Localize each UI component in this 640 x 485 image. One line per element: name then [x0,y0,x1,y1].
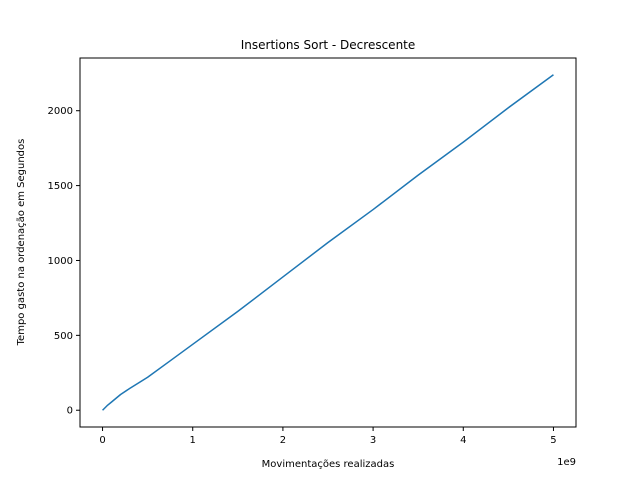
axes-frame [79,57,577,428]
x-tick-label: 5 [550,435,556,446]
y-axis-ticks: 0 500 1000 1500 2000 [48,106,80,417]
y-tick-label: 1500 [48,181,73,192]
x-axis-ticks: 0 1 2 3 4 5 [99,427,557,446]
chart-title: Insertions Sort - Decrescente [241,38,416,52]
x-tick-label: 4 [460,435,466,446]
x-tick-label: 3 [370,435,376,446]
series-line [102,74,554,411]
x-tick-label: 2 [280,435,286,446]
x-tick-label: 0 [99,435,105,446]
y-tick-label: 500 [54,331,73,342]
y-tick-label: 0 [67,406,73,417]
plot-area [102,74,554,411]
x-axis-label: Movimentações realizadas [262,459,395,470]
y-tick-label: 1000 [48,256,73,267]
x-tick-label: 1 [190,435,196,446]
y-axis-label: Tempo gasto na ordenação em Segundos [16,139,27,347]
x-axis-offset-label: 1e9 [557,457,576,468]
y-tick-label: 2000 [48,106,73,117]
